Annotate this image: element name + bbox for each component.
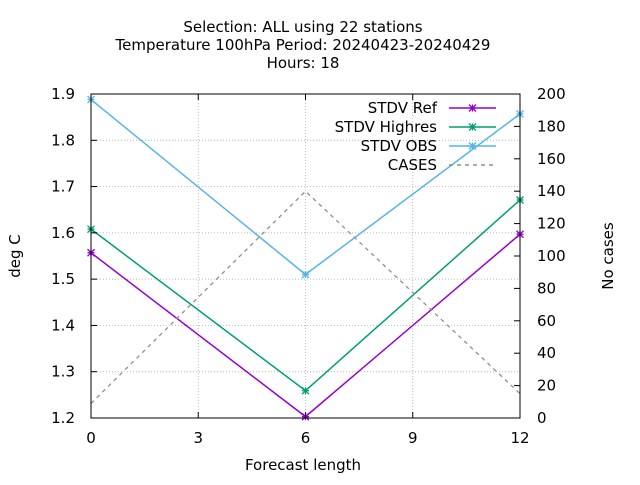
y2-tick-label: 140 <box>537 182 566 200</box>
y2-tick-label: 120 <box>537 215 566 233</box>
data-point <box>301 270 310 279</box>
data-point <box>301 386 310 395</box>
series-line <box>90 190 521 404</box>
y-tick-label: 1.8 <box>51 131 75 149</box>
y-tick-label: 1.2 <box>51 409 75 427</box>
chart-title: Selection: ALL using 22 stationsTemperat… <box>115 18 491 72</box>
chart-title-line: Temperature 100hPa Period: 20240423-2024… <box>115 36 491 54</box>
legend-label: STDV Ref <box>368 99 438 117</box>
y2-tick-label: 60 <box>537 312 556 330</box>
y2-tick-label: 160 <box>537 150 566 168</box>
legend-label: STDV Highres <box>335 118 438 136</box>
y-tick-label: 1.6 <box>51 224 75 242</box>
y2-tick-label: 80 <box>537 279 556 297</box>
y2-axis-title: No cases <box>599 222 617 290</box>
legend-marker <box>468 104 477 112</box>
y-tick-label: 1.7 <box>51 178 75 196</box>
series-layer <box>87 95 524 421</box>
x-tick-label: 9 <box>408 429 418 447</box>
x-tick-label: 3 <box>193 429 203 447</box>
y-axis-title: deg C <box>6 234 24 278</box>
y-tick-label: 1.4 <box>51 316 75 334</box>
legend-label: CASES <box>388 156 437 174</box>
y-tick-label: 1.3 <box>51 363 75 381</box>
x-tick-label: 0 <box>86 429 96 447</box>
legend-marker <box>468 142 477 150</box>
y2-tick-label: 0 <box>537 409 547 427</box>
grid <box>91 94 520 418</box>
y2-tick-label: 20 <box>537 377 556 395</box>
y2-tick-label: 180 <box>537 117 566 135</box>
chart-title-line: Hours: 18 <box>267 54 340 72</box>
y-tick-label: 1.5 <box>51 270 75 288</box>
x-tick-label: 6 <box>301 429 311 447</box>
chart-title-line: Selection: ALL using 22 stations <box>183 18 422 36</box>
y2-tick-label: 40 <box>537 344 556 362</box>
legend-label: STDV OBS <box>361 137 437 155</box>
x-tick-label: 12 <box>510 429 529 447</box>
y2-tick-label: 200 <box>537 85 566 103</box>
y2-tick-label: 100 <box>537 247 566 265</box>
y-tick-label: 1.9 <box>51 85 75 103</box>
x-axis-title: Forecast length <box>245 456 361 474</box>
ticks: 1.21.31.41.51.61.71.81.90 3 6 9 120204060801… <box>51 85 566 447</box>
legend-marker <box>468 123 477 131</box>
